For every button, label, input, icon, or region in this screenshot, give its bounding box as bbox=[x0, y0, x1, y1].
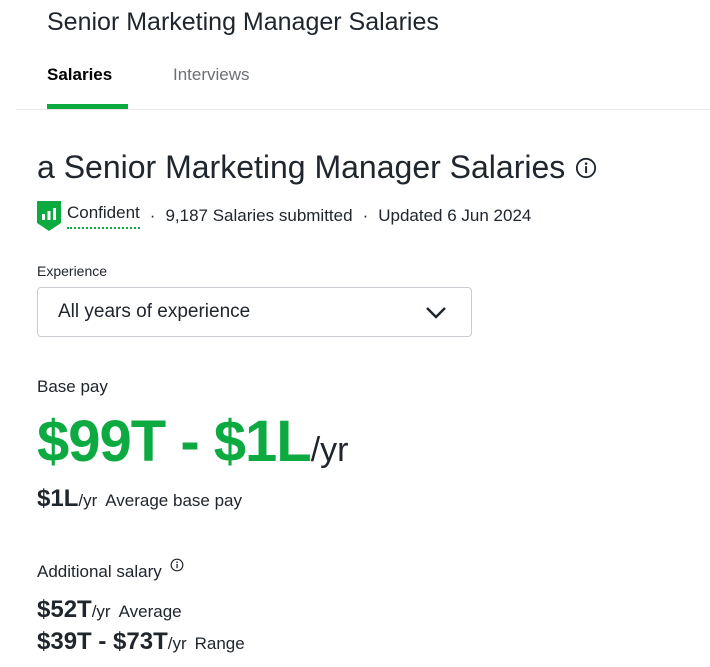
separator: · bbox=[362, 206, 369, 225]
base-pay-label: Base pay bbox=[37, 377, 108, 396]
confidence-label[interactable]: Confident bbox=[67, 203, 140, 229]
average-base-pay: $1L/yr Average base pay bbox=[37, 485, 242, 513]
base-pay-range-value: $99T - $1L bbox=[37, 409, 312, 474]
salary-meta: Confident · 9,187 Salaries submitted · U… bbox=[37, 201, 531, 231]
additional-range-label: Range bbox=[194, 634, 245, 653]
salary-heading: a Senior Marketing Manager Salaries bbox=[37, 149, 597, 186]
updated-date: Updated 6 Jun 2024 bbox=[378, 206, 532, 225]
confidence-badge-icon bbox=[37, 201, 61, 231]
additional-range-unit: /yr bbox=[167, 634, 187, 653]
average-base-pay-label: Average base pay bbox=[105, 491, 242, 510]
info-icon[interactable] bbox=[575, 157, 597, 179]
additional-average: $52T/yr Average bbox=[37, 596, 182, 624]
salaries-submitted: 9,187 Salaries submitted bbox=[165, 206, 353, 225]
additional-average-label: Average bbox=[118, 602, 182, 621]
experience-selected-value: All years of experience bbox=[58, 301, 251, 322]
info-icon[interactable] bbox=[170, 558, 184, 572]
additional-range: $39T - $73T/yr Range bbox=[37, 628, 245, 656]
chevron-down-icon bbox=[426, 307, 446, 319]
additional-average-value: $52T bbox=[37, 596, 92, 623]
experience-select[interactable]: All years of experience bbox=[37, 287, 472, 337]
additional-salary-label: Additional salary bbox=[37, 562, 162, 581]
experience-label: Experience bbox=[37, 263, 108, 279]
average-base-pay-value: $1L bbox=[37, 485, 79, 512]
base-pay-range-unit: /yr bbox=[310, 431, 349, 469]
salary-heading-text: a Senior Marketing Manager Salaries bbox=[37, 149, 566, 185]
page-title: Senior Marketing Manager Salaries bbox=[47, 8, 439, 36]
tab-salaries[interactable]: Salaries bbox=[47, 65, 113, 84]
active-tab-indicator bbox=[47, 104, 128, 109]
additional-average-unit: /yr bbox=[91, 602, 111, 621]
additional-salary-heading: Additional salary bbox=[37, 558, 184, 582]
base-pay-range: $99T - $1L/yr bbox=[37, 408, 348, 475]
tab-interviews[interactable]: Interviews bbox=[173, 65, 250, 84]
separator: · bbox=[149, 206, 156, 225]
additional-range-value: $39T - $73T bbox=[37, 628, 168, 655]
tab-bar: Salaries Interviews bbox=[16, 55, 710, 110]
average-base-pay-unit: /yr bbox=[78, 491, 98, 510]
